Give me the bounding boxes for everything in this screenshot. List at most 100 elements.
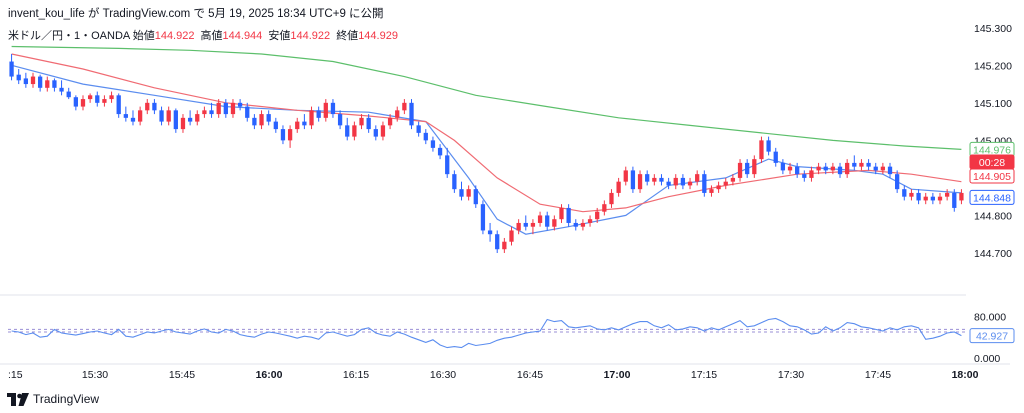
candle-body	[23, 78, 28, 85]
candle	[659, 174, 664, 186]
candle	[280, 125, 286, 145]
candle-body	[752, 159, 757, 175]
candle-body	[552, 219, 557, 227]
candle	[723, 177, 728, 190]
candle-body	[723, 181, 728, 186]
candle	[302, 114, 307, 130]
candle-body	[387, 117, 393, 126]
time-tick-label: 17:45	[865, 369, 891, 381]
candle	[787, 162, 793, 175]
candle	[116, 93, 121, 118]
candle	[895, 170, 900, 193]
candle	[709, 185, 714, 197]
candle-body	[109, 95, 114, 100]
candle-body	[166, 110, 171, 122]
candle-body	[737, 162, 743, 178]
candle	[630, 166, 636, 193]
candle	[566, 204, 571, 227]
candle-body	[809, 170, 814, 178]
candle	[130, 110, 136, 126]
price-label-3-box	[969, 168, 1015, 184]
rsi-value-label: 42.927	[969, 328, 1015, 344]
candle	[216, 99, 221, 118]
candle	[123, 106, 128, 122]
candle-body	[866, 162, 871, 167]
candle-body	[937, 196, 943, 201]
candle-body	[445, 155, 450, 175]
rsi-value-label-text: 42.927	[976, 331, 1008, 343]
candle	[266, 110, 271, 126]
candle	[730, 174, 736, 186]
candle	[609, 189, 614, 208]
candle	[402, 99, 407, 115]
candle	[295, 117, 300, 133]
candle-body	[380, 125, 386, 137]
candle-body	[637, 174, 643, 190]
candle	[66, 87, 71, 100]
candlestick-layer	[9, 54, 964, 253]
candle	[580, 219, 586, 231]
candle-body	[452, 174, 457, 190]
candle-body	[880, 166, 886, 171]
candle-body	[545, 215, 550, 227]
candle-body	[502, 241, 507, 250]
candle	[237, 99, 243, 111]
candle-body	[509, 230, 514, 242]
candle-body	[852, 162, 857, 167]
candle	[352, 121, 357, 141]
price-tick-label: 144.800	[974, 210, 1012, 222]
candle	[109, 91, 114, 103]
candle-body	[616, 181, 621, 193]
candle	[202, 106, 207, 118]
candle-body	[959, 192, 964, 201]
candle-body	[352, 125, 357, 137]
candle	[195, 110, 200, 126]
candle-body	[116, 95, 121, 115]
candle	[595, 207, 600, 223]
candle-body	[416, 125, 421, 133]
high-value: 144.944	[222, 30, 263, 42]
time-axis[interactable]: :15 15:30 15:45 16:00 16:15 16:30 16:45 17:00 17…	[8, 369, 979, 381]
candle-body	[316, 110, 321, 118]
candle	[466, 185, 471, 201]
candle-body	[745, 162, 750, 175]
high-label: 高値	[200, 30, 223, 42]
candle	[509, 226, 514, 246]
candle-body	[152, 102, 157, 111]
price-tick-label: 145.300	[974, 23, 1012, 35]
candle	[930, 192, 936, 205]
candle-body	[80, 99, 86, 107]
candle-body	[409, 102, 414, 126]
candle-body	[373, 129, 378, 137]
candle	[337, 110, 343, 130]
candle	[366, 114, 371, 133]
candle-body	[680, 177, 686, 186]
moving-average-line-2	[11, 53, 962, 213]
price-label-2: 00:28	[969, 154, 1015, 170]
candle	[587, 215, 593, 227]
candle	[537, 211, 543, 227]
candle	[623, 166, 628, 186]
candle	[166, 106, 171, 126]
rsi-tick-label: 0.000	[974, 353, 1000, 365]
candle	[273, 117, 278, 133]
candle	[923, 192, 928, 205]
candle	[480, 200, 486, 235]
candle-body	[423, 132, 428, 141]
candle-body	[602, 204, 607, 212]
candle	[845, 159, 850, 178]
candle-body	[430, 140, 436, 148]
candle-body	[480, 204, 486, 231]
candle-body	[466, 189, 471, 197]
candle-body	[259, 114, 264, 126]
candle	[745, 159, 750, 178]
candle	[180, 114, 186, 133]
candle-body	[873, 166, 878, 171]
candle-body	[59, 87, 64, 92]
candle	[445, 147, 450, 178]
candle	[666, 177, 671, 190]
candle-body	[773, 151, 778, 163]
price-label-1: 144.976	[969, 141, 1015, 157]
candle	[259, 110, 264, 130]
